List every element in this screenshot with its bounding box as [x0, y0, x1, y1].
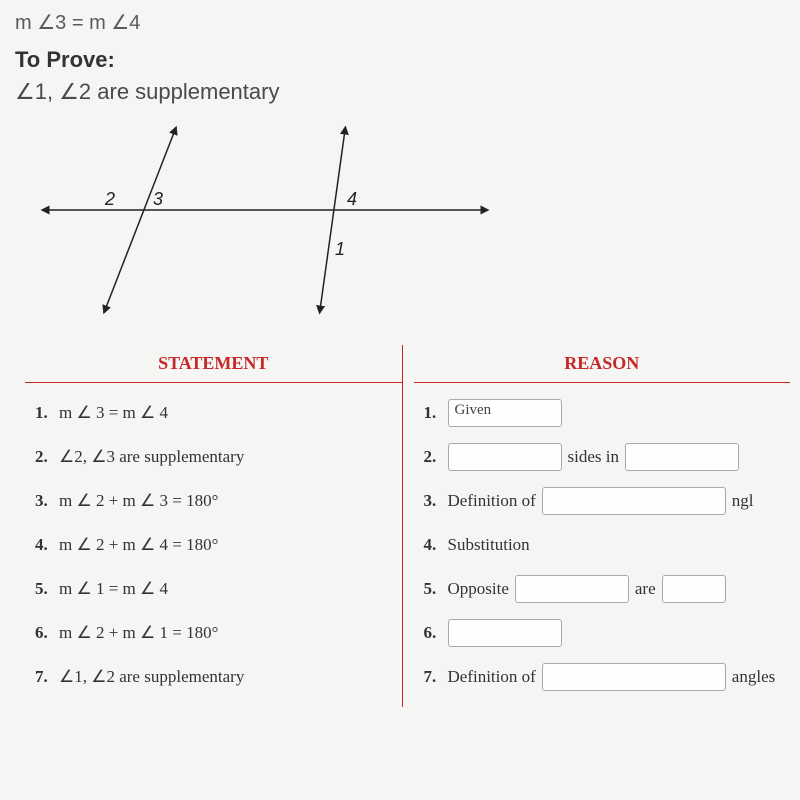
reason-text: Opposite: [448, 579, 509, 599]
reason-row: 5. Opposite are: [424, 567, 781, 611]
statement-row: 1. m ∠ 3 = m ∠ 4: [35, 391, 392, 435]
reason-row: 7. Definition of angles: [424, 655, 781, 699]
reason-text: Definition of: [448, 667, 536, 687]
row-number: 4.: [424, 535, 448, 555]
label-2: 2: [104, 189, 115, 209]
reason-input[interactable]: [542, 487, 726, 515]
statement-text: ∠1, ∠2 are supplementary: [59, 667, 244, 687]
to-prove-text: ∠1, ∠2 are supplementary: [15, 79, 800, 105]
row-number: 5.: [424, 579, 448, 599]
statement-text: m ∠ 2 + m ∠ 3 = 180°: [59, 491, 218, 511]
reason-input[interactable]: [448, 443, 562, 471]
statement-row: 4. m ∠ 2 + m ∠ 4 = 180°: [35, 523, 392, 567]
statement-text: m ∠ 1 = m ∠ 4: [59, 579, 168, 599]
row-number: 3.: [424, 491, 448, 511]
statement-row: 2. ∠2, ∠3 are supplementary: [35, 435, 392, 479]
reason-text: are: [635, 579, 656, 599]
reason-tail: ngl: [732, 491, 754, 511]
row-number: 7.: [424, 667, 448, 687]
reason-input[interactable]: [542, 663, 726, 691]
reason-text: sides in: [568, 447, 619, 467]
reason-text: Substitution: [448, 535, 530, 555]
reason-row: 3. Definition of ngl: [424, 479, 781, 523]
reason-input[interactable]: [662, 575, 726, 603]
reason-row: 6.: [424, 611, 781, 655]
reason-row: 2. sides in: [424, 435, 781, 479]
reason-column: REASON 1. Given 2. sides in: [402, 345, 791, 707]
statement-column: STATEMENT 1. m ∠ 3 = m ∠ 4 2. ∠2, ∠3 are…: [25, 345, 402, 707]
statement-text: m ∠ 2 + m ∠ 4 = 180°: [59, 535, 218, 555]
row-number: 6.: [424, 623, 448, 643]
row-number: 4.: [35, 535, 59, 555]
reason-input[interactable]: [515, 575, 629, 603]
row-number: 7.: [35, 667, 59, 687]
statement-text: ∠2, ∠3 are supplementary: [59, 447, 244, 467]
label-3: 3: [153, 189, 163, 209]
row-number: 2.: [35, 447, 59, 467]
reason-header: REASON: [414, 345, 791, 382]
reason-row: 1. Given: [424, 391, 781, 435]
statement-row: 6. m ∠ 2 + m ∠ 1 = 180°: [35, 611, 392, 655]
reason-tail: angles: [732, 667, 775, 687]
reason-row: 4. Substitution: [424, 523, 781, 567]
statement-row: 5. m ∠ 1 = m ∠ 4: [35, 567, 392, 611]
proof-table: STATEMENT 1. m ∠ 3 = m ∠ 4 2. ∠2, ∠3 are…: [15, 345, 800, 707]
statement-row: 7. ∠1, ∠2 are supplementary: [35, 655, 392, 699]
reason-text: Definition of: [448, 491, 536, 511]
row-number: 3.: [35, 491, 59, 511]
row-number: 1.: [35, 403, 59, 423]
reason-input[interactable]: [448, 619, 562, 647]
to-prove-label: To Prove:: [15, 47, 800, 73]
given-text: m ∠3 = m ∠4: [15, 10, 800, 35]
statement-row: 3. m ∠ 2 + m ∠ 3 = 180°: [35, 479, 392, 523]
statement-text: m ∠ 3 = m ∠ 4: [59, 403, 168, 423]
vertical-rule: [402, 345, 404, 707]
row-number: 2.: [424, 447, 448, 467]
row-number: 1.: [424, 403, 448, 423]
reason-input[interactable]: [625, 443, 739, 471]
geometry-diagram: 2 3 4 1: [35, 120, 800, 325]
statement-header: STATEMENT: [25, 345, 402, 382]
row-number: 6.: [35, 623, 59, 643]
reason-input[interactable]: Given: [448, 399, 562, 427]
row-number: 5.: [35, 579, 59, 599]
statement-text: m ∠ 2 + m ∠ 1 = 180°: [59, 623, 218, 643]
label-1: 1: [335, 239, 345, 259]
label-4: 4: [347, 189, 357, 209]
